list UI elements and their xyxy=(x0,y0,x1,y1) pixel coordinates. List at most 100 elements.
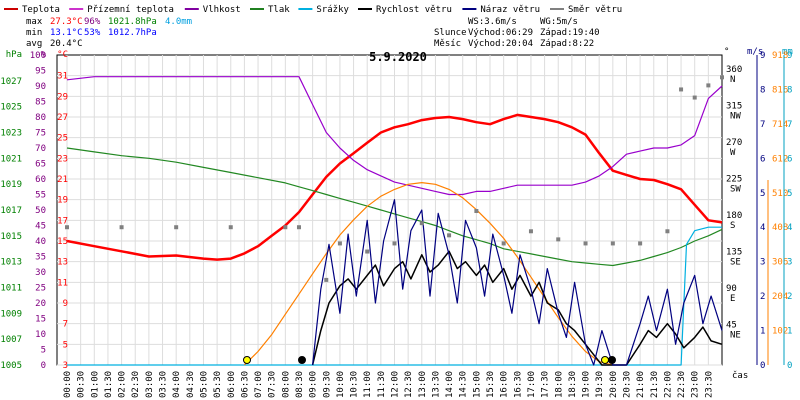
x-axis-label: čas xyxy=(732,370,748,381)
mm-tick-label: 7 xyxy=(787,120,792,130)
grid xyxy=(57,55,722,366)
wm2-tick-label: 408 xyxy=(772,223,788,233)
stats-min-press: 1012.7hPa xyxy=(108,28,157,38)
wind-dir-point xyxy=(720,75,724,80)
x-tick-label: 06:00 xyxy=(227,371,237,398)
pct-tick-label: 90 xyxy=(35,82,46,92)
series-teplota xyxy=(66,113,723,261)
x-tick-label: 06:30 xyxy=(240,371,250,398)
x-tick-label: 05:30 xyxy=(213,371,223,398)
pct-tick-label: 10 xyxy=(35,330,46,340)
x-tick-label: 15:30 xyxy=(486,371,496,398)
wind-dir-point xyxy=(692,95,697,100)
mm-tick-label: 0 xyxy=(787,361,792,371)
series-rychlost-větru xyxy=(311,250,723,366)
temp-tick-label: 25 xyxy=(57,134,68,144)
wind-dir-point xyxy=(638,241,643,246)
pct-tick-label: 65 xyxy=(35,160,46,170)
x-tick-label: 09:00 xyxy=(309,371,319,398)
series-layer xyxy=(65,75,724,366)
series-vlhkost xyxy=(66,76,723,196)
x-tick-label: 12:30 xyxy=(404,371,414,398)
temp-tick-label: 7 xyxy=(63,320,68,330)
sunrise-marker xyxy=(243,356,251,364)
ms-tick-label: 6 xyxy=(760,154,765,164)
x-tick-label: 20:30 xyxy=(622,371,632,398)
ms-tick-label: 3 xyxy=(760,258,765,268)
temp-tick-label: 23 xyxy=(57,154,68,164)
temp-tick-label: 5 xyxy=(63,340,68,350)
wind-dir-point xyxy=(365,249,370,254)
wm2-tick-label: 306 xyxy=(772,258,788,268)
x-tick-label: 10:00 xyxy=(336,371,346,398)
wind-dir-point xyxy=(324,277,329,282)
x-tick-label: 09:30 xyxy=(322,371,332,398)
x-tick-label: 23:00 xyxy=(691,371,701,398)
series-náraz-větru xyxy=(312,199,723,366)
x-tick-label: 22:30 xyxy=(677,371,687,398)
pct-tick-label: 50 xyxy=(35,206,46,216)
stats-block: max 27.3°C 96% 1021.8hPa 4.0mm min 13.1°… xyxy=(26,17,192,49)
hpa-axis-label: hPa xyxy=(6,50,22,60)
dir-compass-label: SE xyxy=(730,258,741,268)
legend-label: Tlak xyxy=(268,5,290,15)
stats-max-hum: 96% xyxy=(84,17,101,27)
dir-tick-label: 225 xyxy=(726,175,742,185)
pct-tick-label: 80 xyxy=(35,113,46,123)
mm-tick-label: 1 xyxy=(787,327,792,337)
x-tick-label: 21:30 xyxy=(650,371,660,398)
dir-compass-label: E xyxy=(730,294,735,304)
series-solar xyxy=(243,182,613,366)
wind-dir-point xyxy=(174,225,179,230)
dir-tick-label: 360 xyxy=(726,65,742,75)
x-tick-label: 00:00 xyxy=(63,371,73,398)
dir-compass-label: NW xyxy=(730,112,741,122)
x-tick-label: 18:30 xyxy=(568,371,578,398)
x-tick-label: 17:00 xyxy=(527,371,537,398)
ms-tick-label: 4 xyxy=(760,223,765,233)
dir-compass-label: W xyxy=(730,148,736,158)
ms-tick-label: 1 xyxy=(760,327,765,337)
wind-dir-point xyxy=(706,83,711,88)
wind-dir-point xyxy=(665,229,670,234)
x-tick-label: 02:00 xyxy=(118,371,128,398)
stats-max-label: max xyxy=(26,17,43,27)
x-tick-label: 19:00 xyxy=(582,371,592,398)
pct-tick-label: 30 xyxy=(35,268,46,278)
x-tick-label: 17:30 xyxy=(541,371,551,398)
wind-dir-point xyxy=(119,225,124,230)
x-tick-label: 12:00 xyxy=(391,371,401,398)
mm-tick-label: 3 xyxy=(787,258,792,268)
x-tick-label: 16:00 xyxy=(500,371,510,398)
temp-tick-label: 17 xyxy=(57,216,68,226)
sun-moon-markers xyxy=(243,356,616,364)
x-tick-label: 11:30 xyxy=(377,371,387,398)
temp-tick-label: 29 xyxy=(57,92,68,102)
x-tick-label: 01:30 xyxy=(104,371,114,398)
pct-tick-label: 20 xyxy=(35,299,46,309)
wind-dir-point xyxy=(419,221,424,226)
series-tlak xyxy=(66,147,723,267)
pct-tick-label: 45 xyxy=(35,222,46,232)
wm2-tick-label: 510 xyxy=(772,189,788,199)
hpa-tick-label: 1021 xyxy=(0,154,22,164)
x-tick-label: 11:00 xyxy=(363,371,373,398)
ms-axis-label: m/s xyxy=(747,47,763,57)
temp-axis-label: °C xyxy=(57,50,68,60)
wind-dir-point xyxy=(65,225,69,230)
ms-tick-label: 0 xyxy=(760,361,765,371)
mm-tick-label: 2 xyxy=(787,292,792,302)
wind-dir-point xyxy=(679,87,684,92)
dir-tick-label: 90 xyxy=(726,284,737,294)
ms-tick-label: 9 xyxy=(760,51,765,61)
dir-tick-label: 45 xyxy=(726,321,737,331)
x-tick-label: 20:00 xyxy=(609,371,619,398)
wm2-tick-label: 204 xyxy=(772,292,788,302)
x-tick-label: 04:30 xyxy=(186,371,196,398)
series-srážky xyxy=(67,226,722,366)
mm-tick-label: 4 xyxy=(787,223,792,233)
wind-dir-point xyxy=(337,241,342,246)
pct-axis-label: % xyxy=(41,50,47,60)
stats-min-label: min xyxy=(26,28,42,38)
pct-tick-label: 70 xyxy=(35,144,46,154)
